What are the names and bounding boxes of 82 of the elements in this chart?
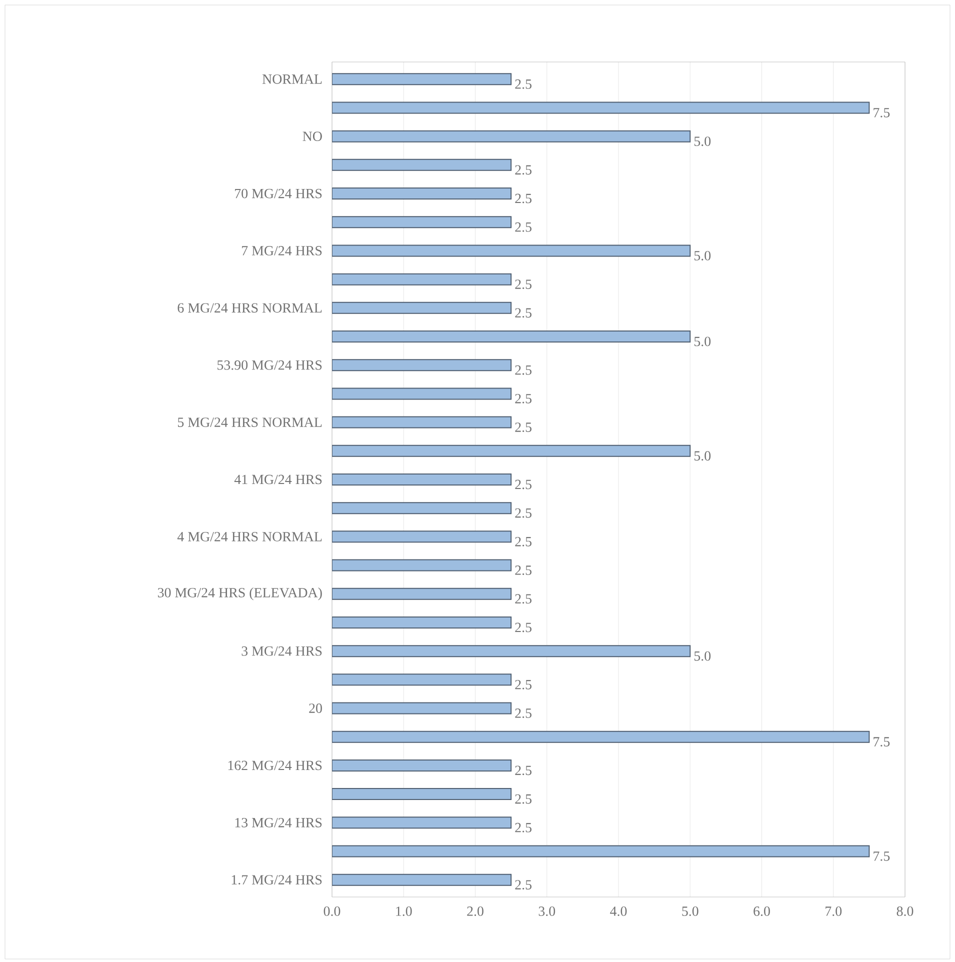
data-label: 2.5	[515, 622, 532, 632]
y-tick-label: 4 MG/24 HRS NORMAL	[177, 532, 322, 542]
y-tick-label: 20	[309, 704, 322, 713]
data-label: 5.0	[694, 136, 711, 146]
y-tick-label: 1.7 MG/24 HRS	[232, 875, 322, 885]
data-label: 7.5	[874, 737, 890, 747]
x-tick-label: 6.0	[754, 906, 770, 916]
data-label: 7.5	[874, 108, 890, 118]
bar	[332, 273, 512, 286]
x-tick-label: 8.0	[896, 906, 914, 916]
y-tick-label: NORMAL	[262, 74, 322, 84]
bar	[332, 130, 691, 142]
data-label: 2.5	[515, 680, 532, 690]
y-tick-label: 13 MG/24 HRS	[235, 818, 322, 828]
data-label: 2.5	[515, 365, 532, 375]
y-tick-label: 5 MG/24 HRS NORMAL	[178, 418, 322, 427]
data-label: 2.5	[515, 308, 532, 318]
bar	[332, 788, 512, 800]
bar	[332, 359, 512, 372]
data-label: 2.5	[515, 508, 532, 518]
bar	[332, 444, 691, 457]
data-label: 2.5	[515, 708, 532, 718]
bar	[332, 416, 512, 428]
data-label: 2.5	[515, 280, 532, 290]
bar	[332, 816, 512, 829]
x-tick-label: 4.0	[610, 906, 627, 916]
data-label: 5.0	[694, 250, 711, 260]
data-label: 2.5	[515, 766, 532, 776]
y-tick-label: NO	[302, 132, 322, 142]
x-tick-label: 0.0	[324, 906, 340, 916]
data-label: 2.5	[515, 394, 532, 404]
bar	[332, 216, 512, 228]
y-tick-label: 30 MG/24 HRS (ELEVADA)	[158, 588, 322, 600]
bar	[332, 388, 512, 400]
x-tick-label: 1.0	[396, 906, 412, 916]
bar	[332, 702, 512, 714]
y-tick-label: 70 MG/24 HRS	[235, 188, 322, 198]
bar	[332, 759, 512, 772]
bar	[332, 502, 512, 514]
bar	[332, 473, 512, 486]
bar	[332, 302, 512, 314]
bar	[332, 730, 870, 743]
bar	[332, 588, 512, 600]
x-tick-label: 3.0	[538, 906, 556, 916]
bar	[332, 530, 512, 543]
bar	[332, 645, 691, 658]
data-label: 2.5	[515, 480, 532, 490]
y-tick-label: 162 MG/24 HRS	[228, 760, 322, 770]
data-label: 7.5	[874, 852, 890, 861]
bar	[332, 158, 512, 171]
bar	[332, 674, 512, 686]
y-tick-label: 3 MG/24 HRS	[242, 646, 322, 656]
bar	[332, 845, 870, 858]
bar	[332, 188, 512, 200]
x-tick-label: 5.0	[682, 906, 698, 916]
y-tick-label: 41 MG/24 HRS	[234, 474, 322, 484]
data-label: 5.0	[694, 451, 711, 461]
bar	[332, 102, 870, 114]
data-label: 2.5	[515, 566, 532, 575]
bar	[332, 73, 512, 86]
bar	[332, 559, 512, 572]
data-label: 5.0	[694, 651, 711, 661]
y-tick-label: 6 MG/24 HRS NORMAL	[178, 303, 322, 313]
data-label: 2.5	[515, 822, 532, 832]
x-tick-label: 2.0	[467, 906, 484, 916]
data-label: 2.5	[515, 880, 532, 890]
bar	[332, 874, 512, 886]
data-label: 2.5	[515, 794, 532, 804]
data-label: 2.5	[515, 165, 532, 175]
bar	[332, 330, 691, 343]
data-label: 2.5	[515, 222, 532, 232]
bar	[332, 616, 512, 628]
y-tick-label: 53.90 MG/24 HRS	[218, 360, 322, 370]
bar	[332, 244, 691, 257]
data-label: 2.5	[515, 594, 532, 604]
data-label: 2.5	[515, 79, 532, 89]
data-label: 5.0	[694, 336, 711, 346]
data-label: 2.5	[515, 422, 532, 432]
x-tick-label: 7.0	[826, 906, 842, 916]
y-tick-label: 7 MG/24 HRS	[242, 246, 322, 256]
data-label: 2.5	[515, 536, 532, 546]
data-label: 2.5	[515, 194, 532, 204]
